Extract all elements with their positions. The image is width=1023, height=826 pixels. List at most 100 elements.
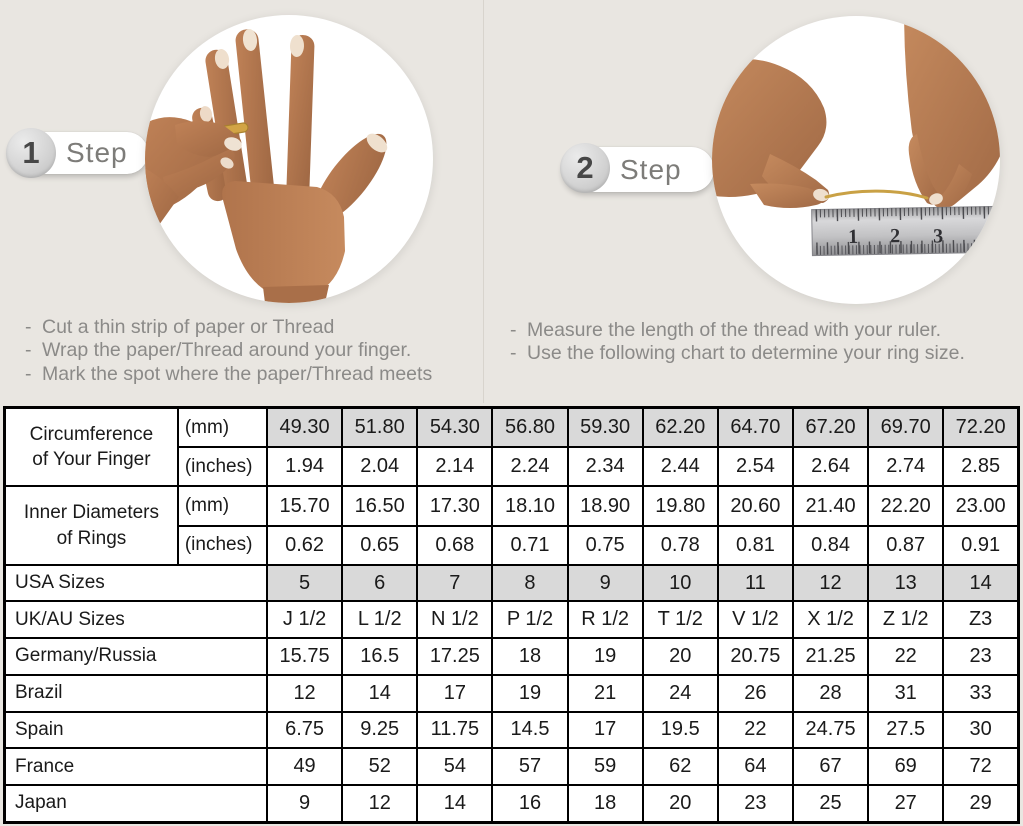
size-cell: 0.75 [566,524,644,566]
size-cell: 64.70 [716,406,794,449]
size-cell: 59 [566,747,644,786]
size-cell: 0.62 [265,524,344,566]
size-cell: 12 [791,563,870,603]
size-table-body: Circumference of Your Finger (mm) 49.30 51.… [3,406,1020,824]
step-1-badge: 1 Step [6,128,148,178]
size-cell: 18 [566,783,644,824]
size-cell: Z3 [942,600,1020,640]
size-cell: L 1/2 [341,600,419,640]
size-cell: 0.81 [716,524,794,566]
size-cell: 1.94 [265,446,344,488]
size-cell: 20.75 [716,637,794,676]
unit-label: (mm) [176,485,269,527]
step-1-number: 1 [22,135,40,170]
bullet-dash: - [25,362,32,385]
size-cell: 64 [716,747,794,786]
size-cell: 54 [416,747,494,786]
size-cell: 12 [265,673,344,713]
row-label: USA Sizes [3,563,268,603]
section-divider [483,0,484,403]
size-cell: 23 [942,637,1020,676]
size-cell: 22 [716,710,794,750]
size-cell: 2.85 [942,446,1020,488]
size-cell: 14 [416,783,494,824]
ruler-cm-ticks [815,206,996,218]
unit-label: (mm) [176,406,269,449]
size-cell: 9 [265,783,344,824]
size-cell: 11.75 [416,710,494,750]
size-cell: 56.80 [491,406,569,449]
size-cell: 31 [867,673,945,713]
row-label: Germany/Russia [3,637,268,676]
size-cell: 2.54 [716,446,794,488]
step-2-number: 2 [576,150,594,185]
step-1-label: Step [66,137,128,168]
size-cell: 67.20 [791,406,870,449]
size-cell: 26 [716,673,794,713]
table-row: USA Sizes 5 6 7 8 9 10 11 12 13 14 [3,563,1020,603]
measuring-thread-with-ruler-photo: 1 2 3 [712,16,1000,304]
size-cell: 23 [716,783,794,824]
table-row: France 49 52 54 57 59 62 64 67 69 72 [3,747,1020,786]
instruction-text: Measure the length of the thread with yo… [527,319,942,341]
row-label: Japan [3,783,268,824]
size-cell: 16.50 [341,485,419,527]
size-cell: 2.74 [867,446,945,488]
row-group-label: Inner Diameters of Rings [3,485,179,566]
size-cell: 2.04 [341,446,419,488]
size-cell: 17.30 [416,485,494,527]
size-cell: 19.5 [641,710,719,750]
bullet-dash: - [25,339,32,362]
size-cell: 2.24 [491,446,569,488]
size-cell: 51.80 [341,406,419,449]
step-2-number-circle: 2 [560,143,610,193]
gold-thread [824,189,929,200]
size-cell: 49.30 [265,406,344,449]
step-1-number-circle: 1 [6,128,56,178]
instruction-text: Wrap the paper/Thread around your finger… [42,339,412,362]
size-cell: 20 [641,637,719,676]
unit-label: (inches) [176,524,269,566]
hand-with-ring-photo [145,15,433,303]
size-cell: 22 [867,637,945,676]
size-cell: 0.87 [867,524,945,566]
size-cell: 6.75 [265,710,344,750]
ring-size-conversion-table: Circumference of Your Finger (mm) 49.30 51.… [3,406,1020,824]
size-cell: 69 [867,747,945,786]
size-cell: 2.44 [641,446,719,488]
table-row: Spain 6.75 9.25 11.75 14.5 17 19.5 22 24.75 27.5 3… [3,710,1020,750]
size-cell: 30 [942,710,1020,750]
size-cell: 72.20 [942,406,1020,449]
size-cell: 0.68 [416,524,494,566]
size-cell: 16 [491,783,569,824]
row-label: Spain [3,710,268,750]
size-cell: 11 [716,563,794,603]
size-cell: 24.75 [791,710,870,750]
measuring-illustration: 1 2 3 [712,16,1000,257]
ruler-inch-ticks [816,242,997,255]
row-label: France [3,747,268,786]
instruction-text: Cut a thin strip of paper or Thread [42,316,335,338]
ruler-number-1: 1 [848,226,858,248]
size-cell: 22.20 [867,485,945,527]
size-cell: Z 1/2 [867,600,945,640]
row-group-label: Circumference of Your Finger [3,406,179,488]
size-cell: 7 [416,563,494,603]
size-cell: N 1/2 [416,600,494,640]
size-cell: 13 [867,563,945,603]
table-row: Brazil 12 14 17 19 21 24 26 28 31 33 [3,673,1020,713]
size-cell: 52 [341,747,419,786]
size-cell: 2.34 [566,446,644,488]
table-row: Japan 9 12 14 16 18 20 23 25 27 29 [3,783,1020,824]
size-cell: 54.30 [416,406,494,449]
instruction-line: - Use the following chart to determine y… [505,342,1020,365]
right-hand [904,16,1000,209]
main-hand [192,29,388,303]
size-cell: 21.40 [791,485,870,527]
size-cell: 49 [265,747,344,786]
step-2-instructions: - Measure the length of the thread with … [505,319,1020,366]
size-cell: X 1/2 [791,600,870,640]
unit-label: (inches) [176,446,269,488]
ruler-number-2: 2 [890,225,900,247]
